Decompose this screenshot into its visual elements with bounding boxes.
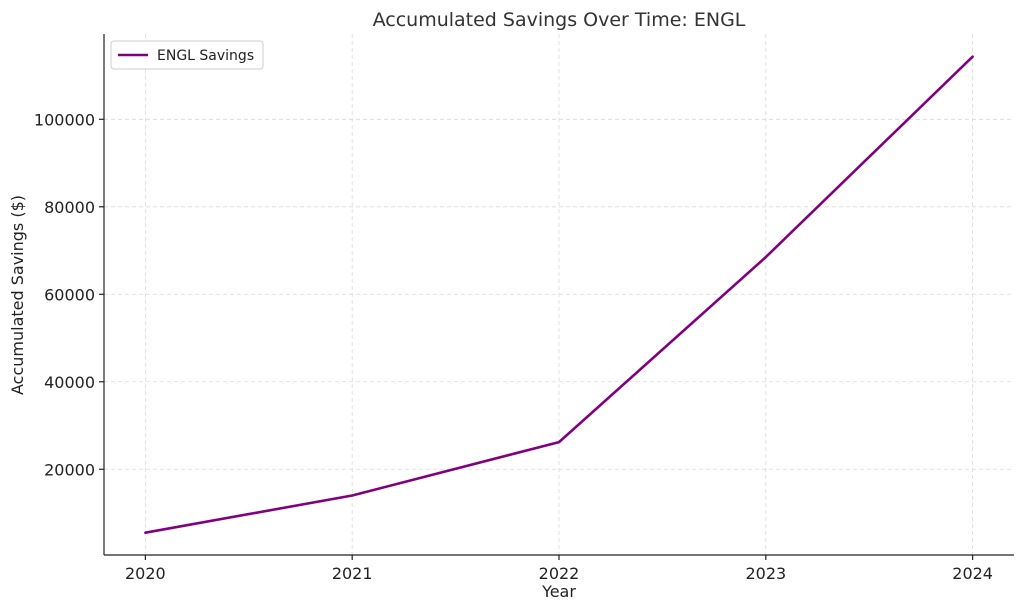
x-tick-label: 2023 [745,564,786,583]
series-line [144,55,974,535]
x-tick-label: 2020 [125,564,166,583]
x-tick-label: 2021 [332,564,373,583]
legend-label: ENGL Savings [157,48,254,64]
legend-box [110,40,264,70]
y-tick-label: 20000 [44,460,95,479]
legend: ENGL Savings [110,40,264,70]
x-axis-ticks: 2020 2021 2022 2023 2024 [125,555,993,583]
x-axis-label: Year [541,582,576,601]
y-axis-ticks: 20000 40000 60000 80000 100000 [34,110,104,479]
y-axis-label: Accumulated Savings ($) [8,195,27,395]
chart-title: Accumulated Savings Over Time: ENGL [373,9,746,31]
grid-lines [104,34,1014,555]
series-lines [144,55,974,535]
y-tick-label: 80000 [44,198,95,217]
x-tick-label: 2024 [952,564,993,583]
x-tick-label: 2022 [539,564,580,583]
y-tick-label: 60000 [44,285,95,304]
y-tick-label: 100000 [34,110,95,129]
y-tick-label: 40000 [44,373,95,392]
